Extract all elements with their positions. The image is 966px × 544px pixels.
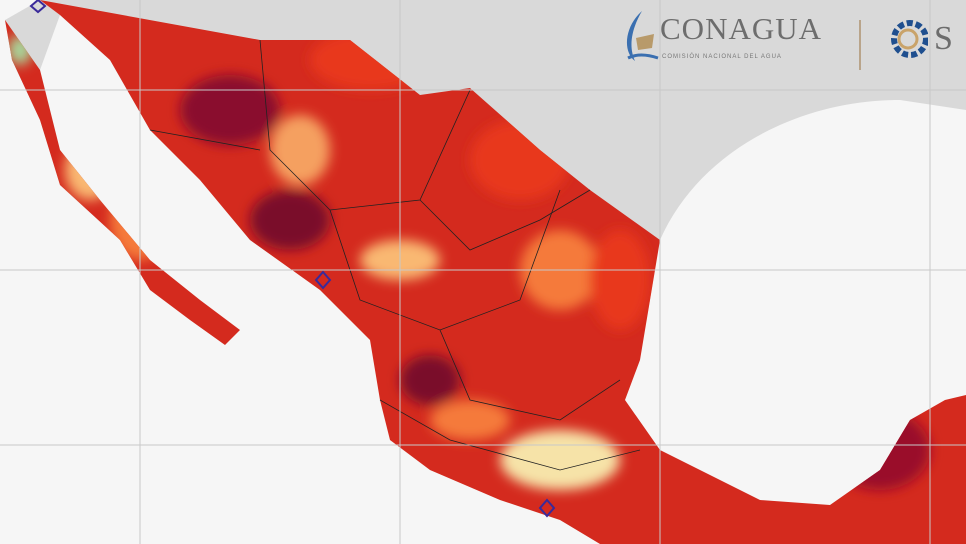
gulf-of-mexico bbox=[625, 100, 966, 505]
pacific-ocean bbox=[0, 0, 600, 544]
conagua-emblem-icon bbox=[626, 11, 659, 61]
conagua-logo: CONAGUA COMISIÓN NACIONAL DEL AGUA bbox=[620, 6, 822, 66]
station-marker bbox=[29, 0, 47, 14]
conagua-subtitle: COMISIÓN NACIONAL DEL AGUA bbox=[662, 54, 782, 60]
conagua-title: CONAGUA bbox=[660, 11, 822, 46]
smn-emblem-icon bbox=[891, 20, 928, 58]
smn-logo: S bbox=[888, 14, 953, 64]
station-marker bbox=[314, 270, 332, 290]
logo-separator bbox=[859, 20, 861, 70]
station-marker bbox=[538, 498, 556, 518]
station-markers bbox=[29, 0, 556, 518]
smn-title: S bbox=[934, 20, 953, 57]
state-borders bbox=[149, 39, 641, 471]
